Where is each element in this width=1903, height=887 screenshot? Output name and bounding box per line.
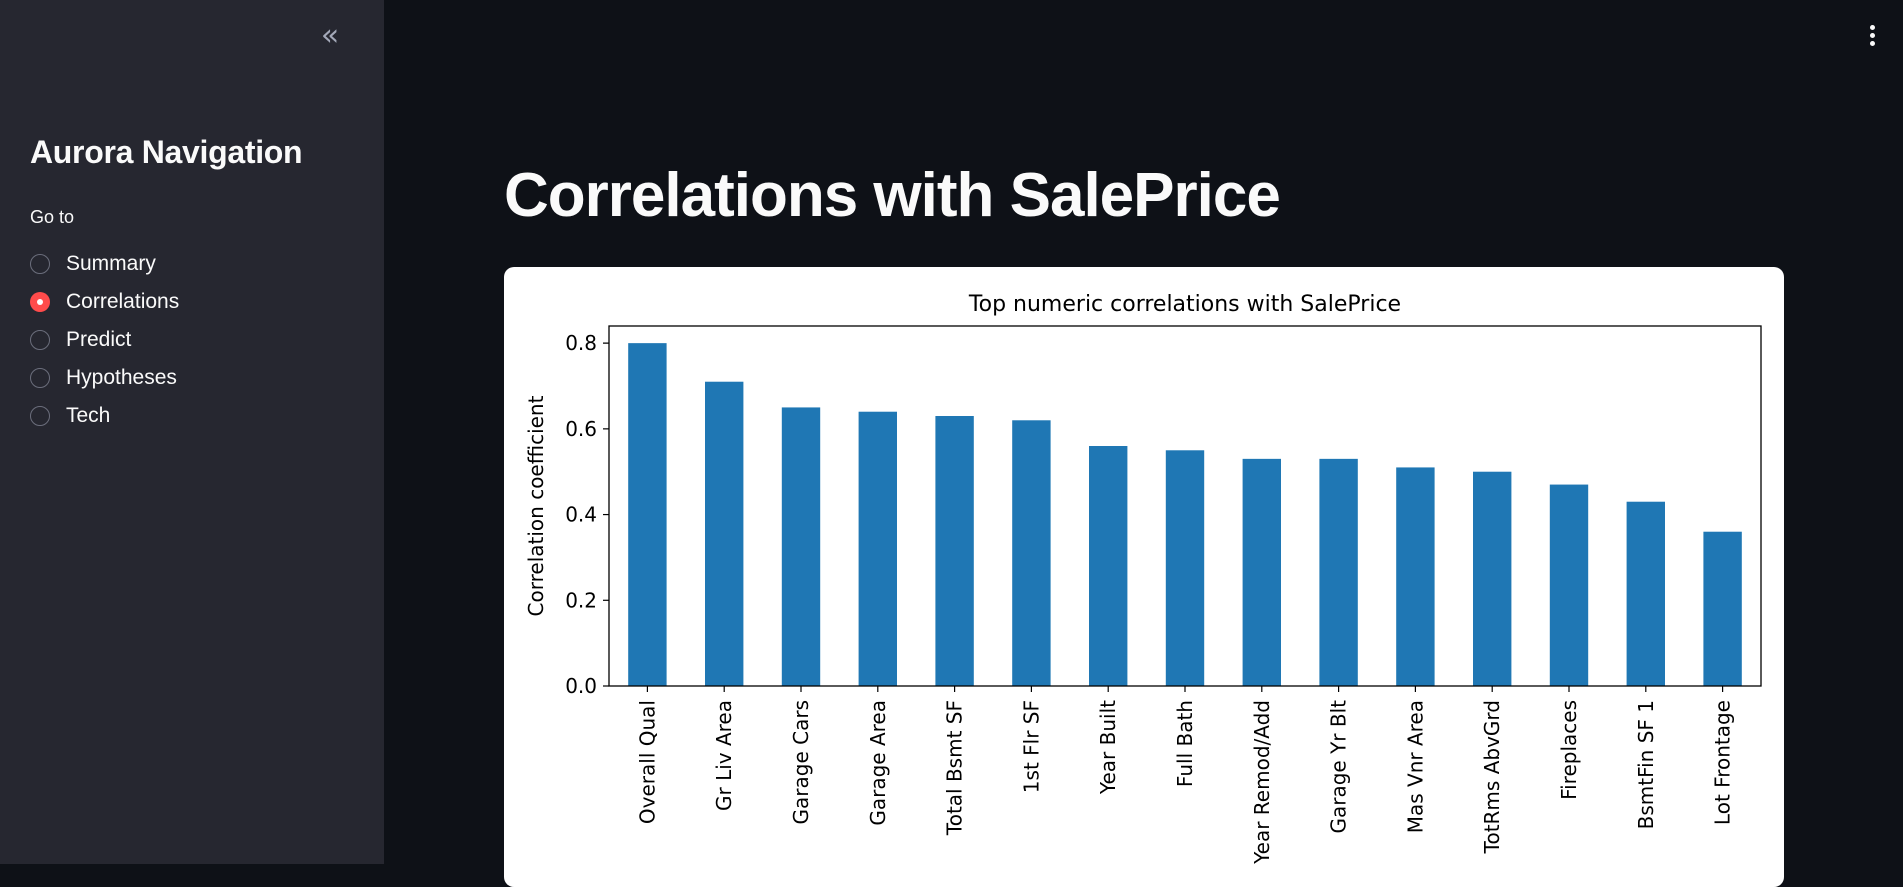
double-chevron-left-icon: « — [320, 18, 340, 53]
sidebar-title: Aurora Navigation — [30, 134, 303, 170]
radio-option-predict[interactable]: Predict — [30, 321, 179, 359]
radio-button-icon[interactable] — [30, 368, 50, 388]
bar — [1242, 458, 1281, 686]
bar — [858, 411, 897, 686]
y-tick-label: 0.4 — [565, 503, 597, 527]
bar — [1396, 467, 1435, 686]
radio-option-hypotheses[interactable]: Hypotheses — [30, 359, 179, 397]
x-tick-label: Overall Qual — [635, 700, 659, 824]
radio-button-selected-icon[interactable] — [30, 292, 50, 312]
bar — [1319, 458, 1358, 686]
y-tick-label: 0.0 — [565, 674, 597, 698]
x-tick-label: Fireplaces — [1557, 700, 1581, 800]
chart-card: 0.0 0.2 0.4 0.6 0.8 Overall Qual Gr Liv Area Ga… — [504, 267, 1784, 887]
radio-option-summary[interactable]: Summary — [30, 245, 179, 283]
radio-button-icon[interactable] — [30, 330, 50, 350]
bar — [628, 343, 667, 686]
x-tick-label: Year Remod/Add — [1250, 700, 1274, 865]
sidebar: « Aurora Navigation Go to Summary Correl… — [0, 0, 384, 864]
bar — [935, 416, 974, 686]
x-tick-label: Total Bsmt SF — [943, 700, 967, 836]
x-tick-label: Garage Cars — [789, 700, 813, 824]
bar — [1703, 531, 1742, 686]
x-tick-label: Lot Frontage — [1711, 700, 1735, 825]
radio-option-correlations[interactable]: Correlations — [30, 283, 179, 321]
y-tick-label: 0.2 — [565, 588, 597, 612]
chart-title: Top numeric correlations with SalePrice — [968, 292, 1401, 317]
y-tick-label: 0.8 — [565, 331, 597, 355]
collapse-sidebar-button[interactable]: « — [310, 20, 350, 52]
x-tick-label: Garage Yr Blt — [1327, 700, 1351, 834]
correlation-bar-chart: 0.0 0.2 0.4 0.6 0.8 Overall Qual Gr Liv Area Ga… — [524, 292, 1762, 865]
bar — [781, 407, 821, 686]
y-axis-label: Correlation coefficient — [524, 395, 548, 616]
x-tick-label: 1st Flr SF — [1019, 700, 1043, 793]
radio-button-icon[interactable] — [30, 254, 50, 274]
radio-option-label: Predict — [66, 328, 132, 351]
main-menu-button[interactable] — [1862, 20, 1882, 50]
x-tick-label: Mas Vnr Area — [1403, 700, 1427, 833]
x-tick-label: Gr Liv Area — [712, 700, 736, 811]
bar — [1012, 420, 1051, 686]
bar — [1089, 446, 1128, 686]
x-tick-label: Full Bath — [1173, 700, 1197, 787]
bar — [1626, 501, 1665, 686]
kebab-menu-icon — [1869, 24, 1875, 30]
nav-radio-group: Summary Correlations Predict Hypotheses … — [30, 245, 179, 435]
y-tick-label: 0.6 — [565, 417, 597, 441]
radio-option-label: Hypotheses — [66, 366, 177, 389]
radio-option-label: Tech — [66, 404, 111, 427]
radio-option-label: Summary — [66, 252, 156, 275]
bar — [705, 381, 744, 686]
x-tick-label: Year Built — [1096, 700, 1120, 795]
radio-option-label: Correlations — [66, 290, 180, 313]
bar — [1165, 450, 1205, 686]
radio-group-label: Go to — [30, 207, 75, 227]
page-title: Correlations with SalePrice — [504, 161, 1281, 230]
radio-button-icon[interactable] — [30, 406, 50, 426]
bar — [1473, 471, 1512, 686]
radio-option-tech[interactable]: Tech — [30, 397, 179, 435]
bar — [1549, 484, 1589, 686]
x-tick-label: BsmtFin SF 1 — [1634, 700, 1658, 829]
x-tick-label: TotRms AbvGrd — [1480, 700, 1504, 854]
x-tick-label: Garage Area — [866, 700, 890, 826]
